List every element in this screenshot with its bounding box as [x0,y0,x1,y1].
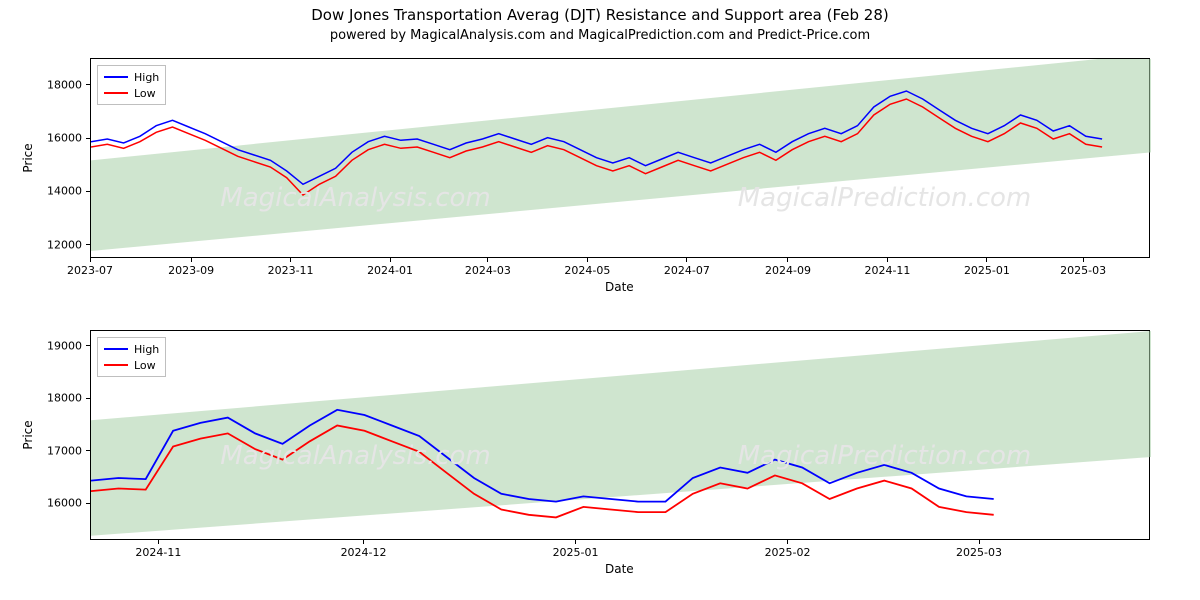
x-tick-label: 2024-12 [341,546,387,559]
legend-swatch-high [104,348,128,350]
legend-label-high: High [134,71,159,84]
legend-label-low: Low [134,87,156,100]
x-tick-label: 2024-03 [465,264,511,277]
x-tick-label: 2024-05 [564,264,610,277]
legend-swatch-low [104,364,128,366]
line-chart-top [91,59,1151,259]
x-axis-label-top: Date [605,280,634,294]
x-axis-label-bottom: Date [605,562,634,576]
x-tick-label: 2024-11 [135,546,181,559]
y-tick-label: 18000 [42,78,82,91]
line-chart-bottom [91,331,1151,541]
x-tick-label: 2025-03 [956,546,1002,559]
y-tick-label: 16000 [42,497,82,510]
x-tick-label: 2025-02 [765,546,811,559]
legend-label-high: High [134,343,159,356]
x-tick-label: 2024-11 [864,264,910,277]
y-tick-label: 18000 [42,392,82,405]
legend-item-high: High [104,341,159,357]
x-tick-label: 2024-07 [664,264,710,277]
x-tick-label: 2025-01 [964,264,1010,277]
x-tick-label: 2024-09 [765,264,811,277]
x-tick-label: 2023-11 [268,264,314,277]
figure: Dow Jones Transportation Averag (DJT) Re… [0,0,1200,600]
chart-title: Dow Jones Transportation Averag (DJT) Re… [0,6,1200,24]
chart-subtitle: powered by MagicalAnalysis.com and Magic… [0,28,1200,43]
legend-item-low: Low [104,357,159,373]
y-tick-label: 14000 [42,185,82,198]
x-tick-label: 2023-09 [168,264,214,277]
x-tick-label: 2025-01 [553,546,599,559]
plot-area-bottom: MagicalAnalysis.com MagicalPrediction.co… [90,330,1150,540]
legend-item-high: High [104,69,159,85]
legend-bottom: High Low [97,337,166,377]
y-tick-label: 19000 [42,339,82,352]
x-tick-label: 2025-03 [1060,264,1106,277]
x-tick-label: 2023-07 [67,264,113,277]
legend-swatch-low [104,92,128,94]
y-axis-label-top: Price [21,143,35,172]
legend-item-low: Low [104,85,159,101]
y-axis-label-bottom: Price [21,420,35,449]
x-tick-label: 2024-01 [367,264,413,277]
y-tick-label: 12000 [42,238,82,251]
plot-area-top: MagicalAnalysis.com MagicalPrediction.co… [90,58,1150,258]
legend-swatch-high [104,76,128,78]
y-tick-label: 17000 [42,444,82,457]
legend-label-low: Low [134,359,156,372]
legend-top: High Low [97,65,166,105]
y-tick-label: 16000 [42,132,82,145]
